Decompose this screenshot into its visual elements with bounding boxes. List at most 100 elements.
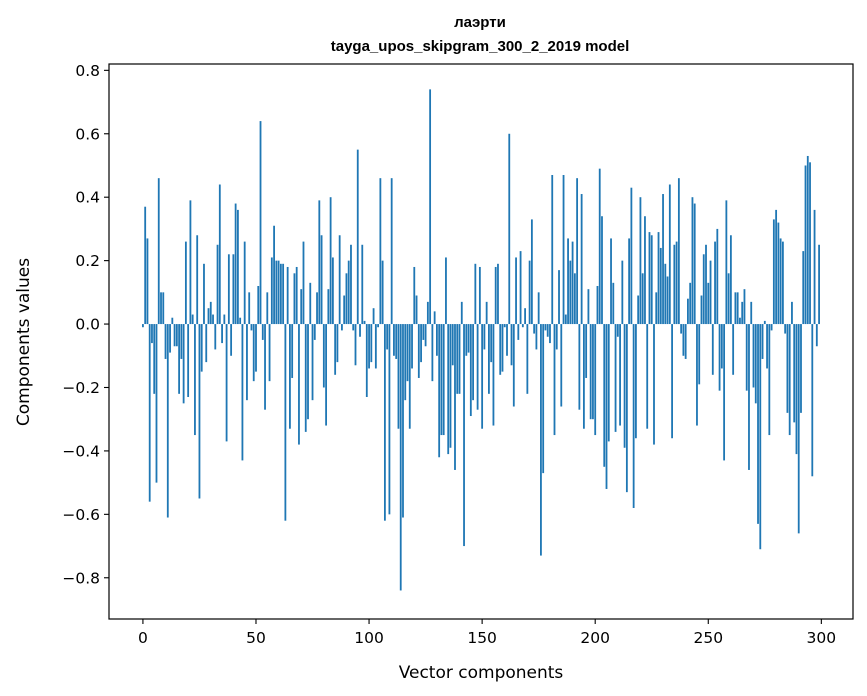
bar-200 xyxy=(594,324,597,436)
bar-22 xyxy=(191,314,194,325)
bar-125 xyxy=(424,324,427,347)
bar-67 xyxy=(293,273,296,325)
bar-30 xyxy=(209,301,212,325)
bar-16 xyxy=(178,324,181,394)
bar-213 xyxy=(623,324,626,448)
y-tick-label-3: 0.2 xyxy=(75,252,100,270)
bar-65 xyxy=(289,324,291,429)
bar-69 xyxy=(298,324,300,445)
bar-99 xyxy=(365,324,368,397)
bar-8 xyxy=(160,292,162,325)
bar-70 xyxy=(300,289,303,325)
bar-104 xyxy=(377,324,380,328)
bar-232 xyxy=(666,276,669,325)
bar-31 xyxy=(212,314,214,325)
bar-87 xyxy=(338,235,341,325)
bar-159 xyxy=(501,324,504,372)
bar-222 xyxy=(644,216,646,325)
bar-76 xyxy=(313,324,316,340)
bar-3 xyxy=(148,324,151,502)
bar-156 xyxy=(494,266,497,325)
bar-221 xyxy=(641,273,644,325)
bar-15 xyxy=(175,324,178,347)
bar-5 xyxy=(153,324,156,394)
bar-277 xyxy=(768,324,771,436)
bar-195 xyxy=(582,324,585,429)
bar-116 xyxy=(404,324,407,401)
bar-113 xyxy=(397,324,400,429)
bar-122 xyxy=(417,324,420,378)
bar-226 xyxy=(653,324,655,445)
bar-182 xyxy=(553,324,556,436)
bar-273 xyxy=(759,324,762,550)
bar-216 xyxy=(630,187,633,325)
bar-21 xyxy=(189,200,192,325)
bar-187 xyxy=(564,314,567,325)
bar-158 xyxy=(499,324,502,375)
bar-254 xyxy=(716,228,719,325)
bar-1 xyxy=(144,206,147,325)
bar-267 xyxy=(745,324,748,391)
bar-83 xyxy=(329,197,332,325)
bar-73 xyxy=(307,324,309,420)
bar-137 xyxy=(451,324,454,366)
bar-93 xyxy=(352,324,355,331)
y-axis-label: Components values xyxy=(14,258,34,426)
bar-242 xyxy=(689,282,692,325)
bar-191 xyxy=(573,273,576,325)
bar-119 xyxy=(411,324,413,369)
axes-group: 0 50 100 150 200 250 300 0.8 0.6 0.4 0.2 0.0 −0.2 −0.… xyxy=(62,62,836,647)
bar-74 xyxy=(309,282,312,325)
bar-145 xyxy=(469,324,472,417)
bar-100 xyxy=(368,324,370,369)
bar-45 xyxy=(243,241,246,325)
bar-124 xyxy=(422,324,425,340)
bar-144 xyxy=(467,324,470,353)
bar-120 xyxy=(413,266,416,325)
bar-207 xyxy=(610,238,612,325)
bar-49 xyxy=(252,324,255,382)
bar-268 xyxy=(748,324,750,470)
y-tick-label-8: −0.8 xyxy=(62,569,100,587)
bar-157 xyxy=(497,263,499,325)
bar-240 xyxy=(684,324,687,359)
bar-29 xyxy=(207,308,210,325)
bar-127 xyxy=(429,89,432,325)
bar-229 xyxy=(659,247,662,325)
bar-4 xyxy=(151,324,153,344)
bar-169 xyxy=(524,308,526,325)
bar-265 xyxy=(741,301,744,325)
bar-173 xyxy=(533,324,536,334)
bar-52 xyxy=(259,121,262,325)
bar-244 xyxy=(693,203,696,325)
bar-168 xyxy=(521,324,524,328)
bar-238 xyxy=(680,324,683,334)
bar-278 xyxy=(770,324,773,331)
bar-23 xyxy=(194,324,196,436)
bar-82 xyxy=(327,289,330,325)
bar-25 xyxy=(198,324,201,499)
bar-96 xyxy=(359,324,361,337)
bar-241 xyxy=(687,298,689,325)
bar-62 xyxy=(282,263,285,325)
bar-72 xyxy=(304,324,307,432)
bar-299 xyxy=(818,244,820,325)
bar-147 xyxy=(474,263,477,325)
y-tick-label-2: 0.4 xyxy=(75,189,100,207)
bar-220 xyxy=(639,197,642,325)
bar-39 xyxy=(230,324,233,356)
bar-181 xyxy=(551,175,554,325)
bar-134 xyxy=(445,257,447,325)
bar-282 xyxy=(779,238,782,325)
bar-178 xyxy=(544,324,547,331)
bar-129 xyxy=(433,311,436,325)
bar-150 xyxy=(481,324,484,429)
bar-275 xyxy=(763,320,766,325)
bar-118 xyxy=(408,324,411,429)
bar-50 xyxy=(255,324,257,372)
bar-102 xyxy=(372,308,375,325)
bar-214 xyxy=(625,324,628,493)
bar-68 xyxy=(295,266,298,325)
bar-105 xyxy=(379,178,382,325)
bar-41 xyxy=(234,203,237,325)
